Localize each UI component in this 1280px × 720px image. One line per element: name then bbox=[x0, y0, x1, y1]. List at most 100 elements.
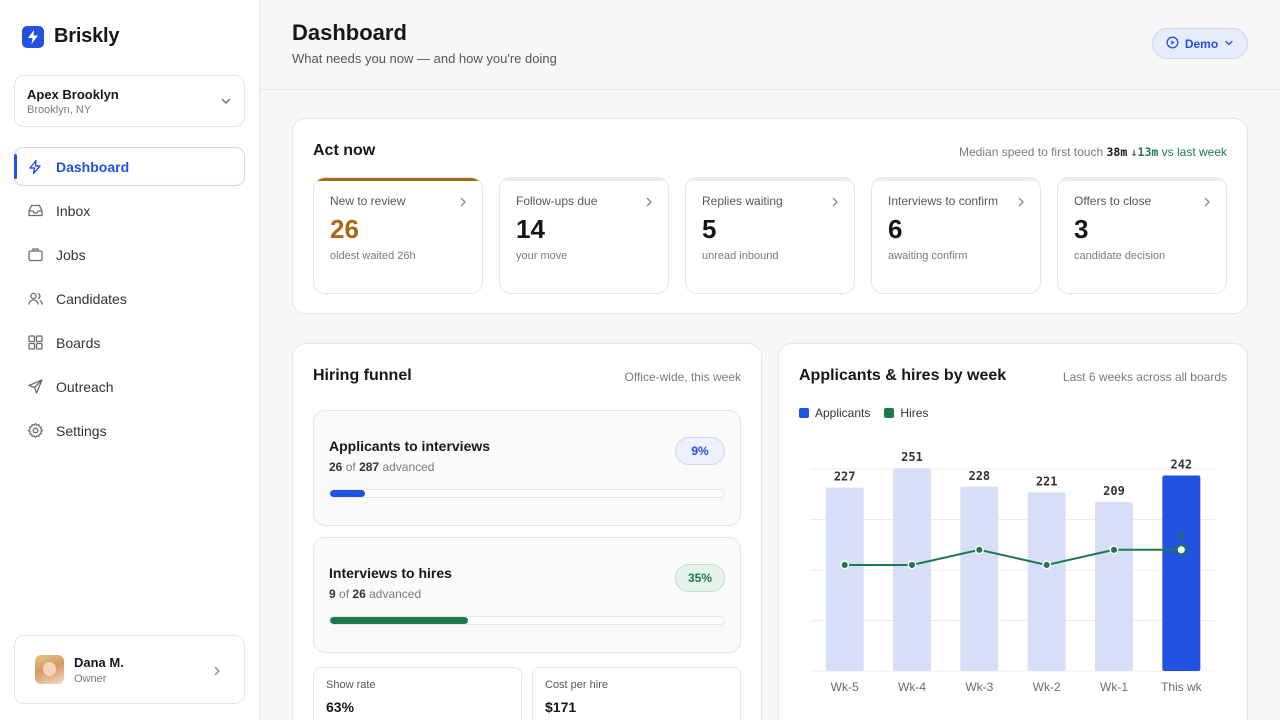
tile-interviews-to-confirm[interactable]: Interviews to confirm 6 awaiting confirm bbox=[871, 177, 1041, 294]
stage-title: Applicants to interviews bbox=[329, 438, 491, 454]
first-touch-delta: ↓13m bbox=[1130, 145, 1159, 159]
sidebar-item-jobs[interactable]: Jobs bbox=[14, 235, 245, 274]
applicants-hires-chart-card: Applicants & hires by week Last 6 weeks … bbox=[778, 343, 1248, 720]
sidebar-item-label: Boards bbox=[56, 334, 101, 351]
point-hires bbox=[840, 560, 850, 570]
avatar bbox=[35, 655, 64, 684]
x-tick-label: Wk-5 bbox=[831, 680, 859, 694]
sidebar-item-boards[interactable]: Boards bbox=[14, 323, 245, 362]
chevron-right-icon bbox=[459, 195, 467, 213]
progress-track bbox=[329, 489, 725, 498]
bar-applicants bbox=[1027, 492, 1066, 671]
point-hires bbox=[1109, 545, 1119, 555]
page-title: Dashboard bbox=[292, 20, 407, 45]
chevron-right-icon bbox=[645, 195, 653, 213]
stage-pct-badge: 9% bbox=[675, 437, 725, 465]
first-touch-metric: Median speed to first touch 38m ↓13m vs … bbox=[959, 145, 1227, 159]
chart-title: Applicants & hires by week bbox=[799, 367, 1007, 384]
act-now-title: Act now bbox=[313, 142, 376, 159]
sidebar-item-dashboard[interactable]: Dashboard bbox=[14, 147, 245, 186]
first-touch-value: 38m bbox=[1106, 145, 1128, 159]
bar-applicants bbox=[893, 468, 931, 671]
demo-label: Demo bbox=[1184, 36, 1219, 51]
stat-show-rate: Show rate 63% bbox=[313, 667, 522, 720]
tile-value: 3 bbox=[1074, 214, 1089, 244]
sidebar-item-label: Jobs bbox=[56, 246, 86, 263]
demo-button[interactable]: Demo bbox=[1152, 28, 1248, 59]
act-now-card: Act now Median speed to first touch 38m … bbox=[292, 118, 1248, 314]
bar-value-label: 227 bbox=[834, 470, 856, 484]
first-touch-suffix: vs last week bbox=[1161, 145, 1227, 159]
stage-subtitle: 9 of 26 advanced bbox=[329, 587, 421, 601]
user-role: Owner bbox=[74, 672, 107, 685]
bar-applicants bbox=[1162, 475, 1201, 671]
stage-den: 26 bbox=[352, 587, 366, 601]
legend-applicants[interactable]: Applicants bbox=[799, 406, 870, 420]
chevron-right-icon bbox=[1203, 195, 1211, 213]
point-hires bbox=[1175, 544, 1187, 556]
legend-hires[interactable]: Hires bbox=[884, 406, 928, 420]
stat-cost-per-hire: Cost per hire $171 bbox=[532, 667, 741, 720]
org-switcher[interactable]: Apex Brooklyn Brooklyn, NY bbox=[14, 75, 245, 127]
tile-value: 26 bbox=[330, 214, 359, 244]
funnel-stage-interviews-hires[interactable]: Interviews to hires 9 of 26 advanced 35% bbox=[313, 537, 741, 653]
stat-value: $171 bbox=[545, 699, 577, 715]
chevron-right-icon bbox=[1017, 195, 1025, 213]
tile-label: Follow-ups due bbox=[516, 194, 598, 208]
legend-swatch bbox=[884, 408, 895, 418]
bar-value-label: 209 bbox=[1103, 484, 1125, 498]
funnel-stage-applicants-interviews[interactable]: Applicants to interviews 26 of 287 advan… bbox=[313, 410, 741, 526]
tile-label: Interviews to confirm bbox=[888, 194, 999, 208]
sidebar-item-outreach[interactable]: Outreach bbox=[14, 367, 245, 406]
inbox-icon bbox=[26, 202, 44, 220]
progress-track bbox=[329, 616, 725, 625]
sidebar-item-label: Dashboard bbox=[56, 158, 130, 175]
page-header: Dashboard What needs you now — and how y… bbox=[260, 0, 1280, 90]
user-menu[interactable]: Dana M. Owner bbox=[14, 635, 245, 704]
sidebar-item-label: Candidates bbox=[56, 290, 127, 307]
tile-replies-waiting[interactable]: Replies waiting 5 unread inbound bbox=[685, 177, 855, 294]
action-tiles: New to review 26 oldest waited 26h Follo… bbox=[313, 177, 1227, 294]
stat-value: 63% bbox=[326, 699, 355, 715]
bolt-icon bbox=[26, 158, 44, 176]
sidebar-item-candidates[interactable]: Candidates bbox=[14, 279, 245, 318]
stage-suffix: advanced bbox=[382, 460, 435, 474]
sidebar-item-settings[interactable]: Settings bbox=[14, 411, 245, 450]
tile-value: 6 bbox=[888, 214, 903, 244]
x-tick-label: This wk bbox=[1161, 680, 1203, 694]
bar-applicants bbox=[825, 487, 864, 671]
tile-note: awaiting confirm bbox=[888, 250, 968, 262]
stage-of: of bbox=[339, 587, 350, 601]
stage-pct-badge: 35% bbox=[675, 564, 725, 592]
tile-follow-ups-due[interactable]: Follow-ups due 14 your move bbox=[499, 177, 669, 294]
brand[interactable]: Briskly bbox=[22, 25, 120, 48]
gear-icon bbox=[26, 422, 44, 440]
tile-note: your move bbox=[516, 250, 568, 262]
user-name: Dana M. bbox=[74, 654, 124, 670]
tile-label: Offers to close bbox=[1074, 194, 1152, 208]
legend-swatch bbox=[799, 408, 809, 418]
point-hires bbox=[974, 545, 984, 555]
stat-label: Show rate bbox=[326, 679, 376, 691]
stage-of: of bbox=[345, 460, 356, 474]
funnel-meta: Office-wide, this week bbox=[624, 370, 742, 384]
sidebar-item-inbox[interactable]: Inbox bbox=[14, 191, 245, 230]
x-tick-label: Wk-3 bbox=[965, 680, 993, 694]
tile-offers-to-close[interactable]: Offers to close 3 candidate decision bbox=[1057, 177, 1227, 294]
point-hires bbox=[1042, 560, 1052, 570]
tile-note: oldest waited 26h bbox=[330, 250, 416, 262]
tile-label: New to review bbox=[330, 194, 406, 208]
chart-subtitle: Last 6 weeks across all boards bbox=[1062, 370, 1227, 384]
org-location: Brooklyn, NY bbox=[27, 104, 92, 116]
bolt-logo-icon bbox=[22, 25, 44, 48]
page-subtitle: What needs you now — and how you're doin… bbox=[292, 51, 557, 66]
stage-suffix: advanced bbox=[369, 587, 422, 601]
stat-label: Cost per hire bbox=[545, 679, 608, 691]
tile-value: 5 bbox=[702, 214, 717, 244]
bar-value-label: 221 bbox=[1036, 474, 1058, 488]
tile-new-to-review[interactable]: New to review 26 oldest waited 26h bbox=[313, 177, 483, 294]
sidebar-item-label: Inbox bbox=[56, 202, 91, 219]
brand-name: Briskly bbox=[54, 25, 120, 47]
x-tick-label: Wk-2 bbox=[1033, 680, 1061, 694]
chevron-right-icon bbox=[212, 664, 222, 682]
